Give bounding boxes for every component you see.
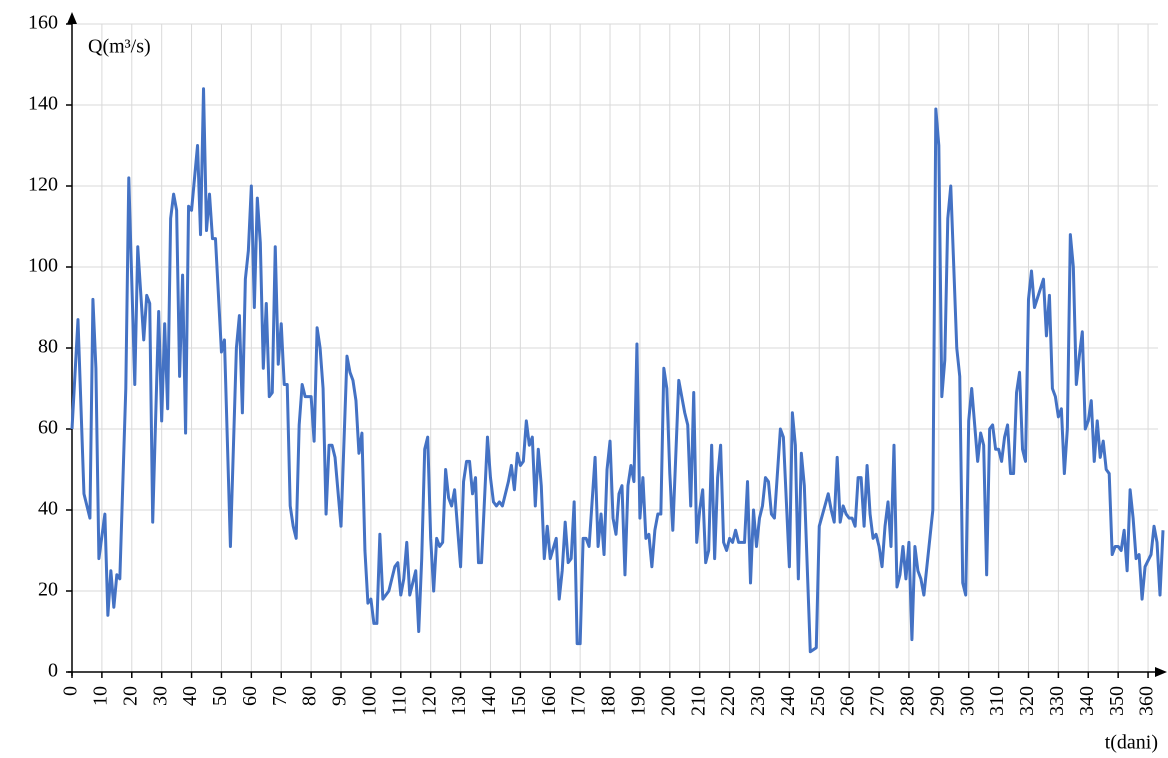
y-tick-label: 160 xyxy=(28,12,58,34)
y-tick-label: 100 xyxy=(28,255,58,277)
y-axis-arrow xyxy=(67,12,77,24)
y-tick-label: 140 xyxy=(28,93,58,115)
x-tick-label: 110 xyxy=(388,686,410,715)
x-tick-label: 40 xyxy=(179,686,201,706)
x-tick-label: 340 xyxy=(1076,686,1098,716)
x-tick-label: 230 xyxy=(747,686,769,716)
x-tick-label: 250 xyxy=(807,686,829,716)
x-tick-label: 300 xyxy=(956,686,978,716)
data-line xyxy=(70,87,1165,654)
x-tick-label: 20 xyxy=(119,686,141,706)
x-tick-label: 60 xyxy=(239,686,261,706)
x-tick-label: 270 xyxy=(867,686,889,716)
x-tick-label: 130 xyxy=(448,686,470,716)
y-tick-label: 40 xyxy=(38,498,58,520)
y-tick-label: 60 xyxy=(38,417,58,439)
x-tick-label: 200 xyxy=(657,686,679,716)
x-tick-label: 120 xyxy=(418,686,440,716)
x-tick-label: 180 xyxy=(598,686,620,716)
x-tick-label: 360 xyxy=(1136,686,1158,716)
x-tick-label: 210 xyxy=(687,686,709,716)
x-tick-label: 90 xyxy=(329,686,351,706)
x-tick-label: 50 xyxy=(209,686,231,706)
x-tick-label: 100 xyxy=(358,686,380,716)
x-tick-label: 140 xyxy=(478,686,500,716)
x-tick-label: 10 xyxy=(89,686,111,706)
x-axis-label: t(dani) xyxy=(1105,732,1158,754)
x-tick-label: 220 xyxy=(717,686,739,716)
x-tick-label: 350 xyxy=(1106,686,1128,716)
y-tick-label: 0 xyxy=(48,660,58,682)
x-tick-label: 260 xyxy=(837,686,859,716)
x-tick-label: 0 xyxy=(60,686,82,696)
x-tick-label: 280 xyxy=(897,686,919,716)
x-tick-label: 240 xyxy=(777,686,799,716)
x-tick-label: 160 xyxy=(538,686,560,716)
x-tick-label: 320 xyxy=(1016,686,1038,716)
x-tick-label: 170 xyxy=(568,686,590,716)
y-tick-label: 120 xyxy=(28,174,58,196)
y-tick-label: 20 xyxy=(38,579,58,601)
x-axis-arrow xyxy=(1155,667,1167,677)
x-tick-label: 310 xyxy=(986,686,1008,716)
x-tick-label: 330 xyxy=(1046,686,1068,716)
x-tick-label: 80 xyxy=(299,686,321,706)
x-tick-label: 190 xyxy=(628,686,650,716)
x-tick-label: 70 xyxy=(269,686,291,706)
y-tick-label: 80 xyxy=(38,336,58,358)
x-tick-label: 30 xyxy=(149,686,171,706)
y-axis-label: Q(m³/s) xyxy=(88,36,151,58)
x-tick-label: 150 xyxy=(508,686,530,716)
x-tick-label: 290 xyxy=(926,686,948,716)
